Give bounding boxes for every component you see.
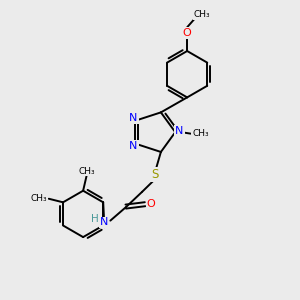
Text: N: N	[129, 113, 138, 124]
Text: CH₃: CH₃	[30, 194, 47, 203]
Text: O: O	[183, 28, 191, 38]
Text: H: H	[91, 214, 99, 224]
Text: N: N	[175, 126, 184, 136]
Text: N: N	[100, 218, 108, 227]
Text: S: S	[151, 168, 159, 181]
Text: CH₃: CH₃	[194, 10, 210, 19]
Text: N: N	[129, 141, 138, 151]
Text: CH₃: CH₃	[78, 167, 95, 176]
Text: O: O	[147, 199, 155, 209]
Text: CH₃: CH₃	[192, 129, 209, 138]
